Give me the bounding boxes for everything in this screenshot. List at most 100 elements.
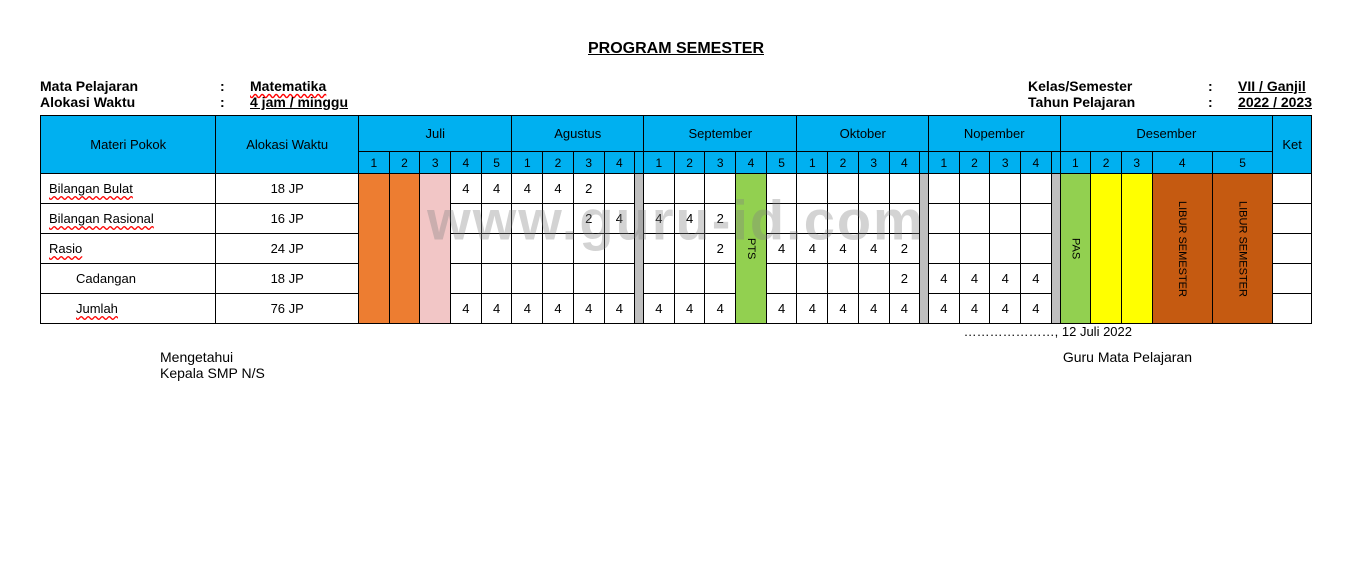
data-cell — [644, 234, 675, 264]
week-header: 2 — [828, 152, 859, 174]
colon: : — [1208, 94, 1238, 110]
data-cell — [990, 204, 1021, 234]
data-cell — [512, 234, 543, 264]
col-materi: Materi Pokok — [41, 116, 216, 174]
data-cell — [889, 174, 920, 204]
data-cell: 4 — [766, 294, 797, 324]
footer-right-2: Guru Mata Pelajaran — [1063, 349, 1192, 365]
data-cell: 4 — [1021, 264, 1052, 294]
alokasi-cell: 16 JP — [216, 204, 359, 234]
data-cell: 4 — [512, 174, 543, 204]
data-cell: 2 — [705, 234, 736, 264]
data-cell: 4 — [644, 204, 675, 234]
data-cell — [451, 264, 482, 294]
data-cell: 4 — [858, 294, 889, 324]
semester-table: Materi Pokok Alokasi Waktu Juli Agustus … — [40, 115, 1312, 324]
data-cell — [828, 174, 859, 204]
week-header: 1 — [358, 152, 389, 174]
data-cell: 4 — [705, 294, 736, 324]
data-cell: 4 — [797, 234, 828, 264]
data-cell: 2 — [889, 234, 920, 264]
data-cell — [889, 204, 920, 234]
data-cell: 2 — [889, 264, 920, 294]
data-cell — [543, 234, 574, 264]
data-cell: 4 — [644, 294, 675, 324]
footer-left-1: Mengetahui — [160, 349, 265, 365]
data-cell — [512, 204, 543, 234]
week-header: 3 — [420, 152, 451, 174]
data-cell — [858, 204, 889, 234]
materi-cell: Bilangan Bulat — [41, 174, 216, 204]
data-cell — [604, 234, 635, 264]
data-cell: 4 — [512, 294, 543, 324]
data-cell: 4 — [990, 294, 1021, 324]
col-month-nop: Nopember — [928, 116, 1060, 152]
data-cell: 4 — [828, 234, 859, 264]
data-cell — [766, 204, 797, 234]
week-header: 3 — [1121, 152, 1152, 174]
label-year: Tahun Pelajaran — [1028, 94, 1208, 110]
data-cell — [451, 234, 482, 264]
data-cell — [1273, 294, 1312, 324]
data-cell: 4 — [674, 294, 705, 324]
special-cell: LIBUR SEMESTER — [1212, 174, 1272, 324]
week-header: 2 — [959, 152, 990, 174]
week-header: 2 — [674, 152, 705, 174]
data-cell — [858, 174, 889, 204]
alokasi-cell: 18 JP — [216, 174, 359, 204]
materi-cell: Bilangan Rasional — [41, 204, 216, 234]
header-info: Mata Pelajaran : Matematika Alokasi Wakt… — [40, 78, 1312, 110]
data-cell — [928, 204, 959, 234]
colon: : — [220, 78, 250, 94]
data-cell: 4 — [481, 174, 512, 204]
week-header: 1 — [928, 152, 959, 174]
data-cell — [604, 174, 635, 204]
data-cell — [705, 264, 736, 294]
data-cell — [1021, 174, 1052, 204]
week-header: 4 — [451, 152, 482, 174]
data-cell — [1273, 204, 1312, 234]
col-month-sep: September — [644, 116, 797, 152]
data-cell — [674, 264, 705, 294]
week-header: 3 — [858, 152, 889, 174]
data-cell: 4 — [604, 294, 635, 324]
data-cell — [797, 174, 828, 204]
special-cell — [358, 174, 389, 324]
data-cell — [797, 264, 828, 294]
data-cell — [766, 264, 797, 294]
special-cell — [1091, 174, 1122, 324]
data-cell — [928, 234, 959, 264]
data-cell: 4 — [481, 294, 512, 324]
week-header: 2 — [543, 152, 574, 174]
special-cell — [420, 174, 451, 324]
page-title: PROGRAM SEMESTER — [40, 40, 1312, 58]
week-header: 5 — [766, 152, 797, 174]
value-year: 2022 / 2023 — [1238, 94, 1312, 110]
special-cell: LIBUR SEMESTER — [1152, 174, 1212, 324]
data-cell — [1021, 204, 1052, 234]
data-cell — [481, 204, 512, 234]
data-cell: 4 — [451, 294, 482, 324]
week-header: 4 — [736, 152, 767, 174]
data-cell: 2 — [573, 174, 604, 204]
data-cell — [959, 204, 990, 234]
special-cell — [389, 174, 420, 324]
value-time: 4 jam / minggu — [250, 94, 348, 110]
data-cell — [705, 174, 736, 204]
value-class: VII / Ganjil — [1238, 78, 1306, 94]
label-subject: Mata Pelajaran — [40, 78, 220, 94]
footer: Mengetahui Kepala SMP N/S Guru Mata Pela… — [40, 349, 1312, 381]
data-cell: 4 — [959, 294, 990, 324]
data-cell — [990, 174, 1021, 204]
materi-cell: Jumlah — [41, 294, 216, 324]
data-cell — [543, 264, 574, 294]
data-cell: 4 — [1021, 294, 1052, 324]
data-cell: 4 — [543, 294, 574, 324]
data-cell — [928, 174, 959, 204]
special-cell — [1121, 174, 1152, 324]
data-cell: 4 — [928, 294, 959, 324]
week-header: 5 — [481, 152, 512, 174]
data-cell: 4 — [451, 174, 482, 204]
data-cell — [573, 264, 604, 294]
materi-cell: Rasio — [41, 234, 216, 264]
